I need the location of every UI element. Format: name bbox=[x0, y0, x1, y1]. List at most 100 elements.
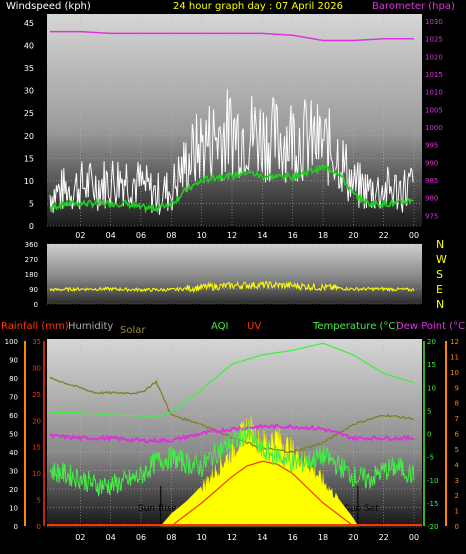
legend-dewpoint: Dew Point (°C) bbox=[396, 321, 466, 332]
barometer-y-tick-label: 995 bbox=[425, 142, 438, 150]
wind-x-tick-label: 16 bbox=[288, 231, 298, 240]
wind-y-tick-label: 35 bbox=[24, 64, 34, 73]
sunrise-label: Sun Rise bbox=[138, 504, 177, 514]
windspeed-axis-label: Windspeed (kph) bbox=[6, 1, 91, 12]
sunset-label: Sun Set bbox=[344, 504, 379, 514]
temperature-y-tick-label: -10 bbox=[427, 477, 438, 485]
rain-y-tick-label: 30 bbox=[32, 364, 41, 372]
combined-x-tick-label: 14 bbox=[257, 533, 267, 542]
compass-label-n: N bbox=[436, 238, 444, 251]
legend-uv: UV bbox=[247, 321, 261, 332]
wind-y-tick-label: 40 bbox=[24, 42, 34, 51]
combined-x-tick-label: 16 bbox=[288, 533, 298, 542]
combined-x-tick-label: 06 bbox=[136, 533, 146, 542]
temperature-y-tick-label: 0 bbox=[427, 431, 431, 439]
wind-x-tick-label: 04 bbox=[106, 231, 116, 240]
temperature-y-tick-label: 10 bbox=[427, 384, 436, 392]
combined-x-tick-label: 18 bbox=[318, 533, 328, 542]
wind-x-tick-label: 14 bbox=[257, 231, 267, 240]
compass-label-e: E bbox=[436, 283, 443, 296]
wind-y-tick-label: 45 bbox=[24, 19, 34, 28]
wind-x-tick-label: 10 bbox=[197, 231, 207, 240]
legend-aqi: AQI bbox=[211, 321, 229, 332]
solar-y-tick-label: 5 bbox=[455, 446, 459, 454]
rain-y-tick-label: 15 bbox=[32, 444, 41, 452]
barometer-y-tick-label: 975 bbox=[425, 212, 438, 220]
wind-x-tick-label: 12 bbox=[227, 231, 237, 240]
wind-x-tick-label: 06 bbox=[136, 231, 146, 240]
solar-y-tick-label: 9 bbox=[455, 384, 459, 392]
legend-rainfall: Rainfall (mm) bbox=[1, 321, 69, 332]
direction-y-tick-label: 360 bbox=[25, 241, 38, 249]
combined-x-tick-label: 08 bbox=[166, 533, 176, 542]
percent-y-tick-label: 40 bbox=[9, 449, 18, 457]
compass-label-s: S bbox=[436, 268, 443, 281]
percent-y-tick-label: 90 bbox=[9, 357, 18, 365]
wind-y-tick-label: 20 bbox=[24, 132, 34, 141]
combined-x-tick-label: 00 bbox=[409, 533, 419, 542]
combined-x-tick-label: 04 bbox=[106, 533, 116, 542]
compass-label-n: N bbox=[436, 298, 444, 311]
rain-y-tick-label: 10 bbox=[32, 470, 41, 478]
aqi-line bbox=[49, 424, 415, 497]
solar-y-tick-label: 0 bbox=[455, 523, 459, 531]
legend-solar: Solar bbox=[120, 325, 146, 336]
barometer-y-tick-label: 1005 bbox=[425, 106, 443, 114]
rain-y-tick-label: 35 bbox=[32, 338, 41, 346]
percent-y-tick-label: 50 bbox=[9, 431, 18, 439]
barometer-y-tick-label: 1025 bbox=[425, 36, 443, 44]
barometer-y-tick-label: 985 bbox=[425, 177, 438, 185]
temperature-y-tick-label: 20 bbox=[427, 338, 436, 346]
chart-title: 24 hour graph day : 07 April 2026 bbox=[173, 1, 343, 12]
uv-line bbox=[170, 460, 354, 527]
barometer-y-tick-label: 990 bbox=[425, 159, 438, 167]
rain-y-tick-label: 25 bbox=[32, 391, 41, 399]
solar-y-tick-label: 4 bbox=[455, 461, 460, 469]
direction-y-tick-label: 180 bbox=[25, 271, 38, 279]
wind-y-tick-label: 5 bbox=[29, 199, 34, 208]
barometer-y-tick-label: 1010 bbox=[425, 89, 443, 97]
solar-y-tick-label: 11 bbox=[450, 353, 459, 361]
percent-y-tick-label: 20 bbox=[9, 486, 18, 494]
wind-x-tick-label: 20 bbox=[348, 231, 358, 240]
temperature-y-tick-label: -5 bbox=[427, 454, 434, 462]
solar-area bbox=[160, 416, 359, 527]
barometer-y-tick-label: 1000 bbox=[425, 124, 443, 132]
combined-x-tick-label: 20 bbox=[348, 533, 358, 542]
wind-y-tick-label: 30 bbox=[24, 87, 34, 96]
humidity-line bbox=[49, 376, 415, 454]
temperature-y-tick-label: 15 bbox=[427, 361, 436, 369]
wind-direction-line bbox=[49, 280, 415, 294]
temperature-y-tick-label: 5 bbox=[427, 407, 431, 415]
combined-x-tick-label: 10 bbox=[197, 533, 207, 542]
percent-y-tick-label: 0 bbox=[14, 523, 18, 531]
rain-y-tick-label: 5 bbox=[37, 497, 41, 505]
percent-y-tick-label: 10 bbox=[9, 505, 18, 513]
direction-y-tick-label: 270 bbox=[25, 256, 38, 264]
percent-y-tick-label: 70 bbox=[9, 394, 18, 402]
combined-x-tick-label: 12 bbox=[227, 533, 237, 542]
barometer-y-tick-label: 1015 bbox=[425, 71, 443, 79]
wind-x-tick-label: 18 bbox=[318, 231, 328, 240]
percent-y-tick-label: 30 bbox=[9, 468, 18, 476]
solar-y-tick-label: 12 bbox=[450, 338, 459, 346]
compass-label-w: W bbox=[436, 253, 447, 266]
legend-humidity: Humidity bbox=[68, 321, 113, 332]
wind-y-tick-label: 15 bbox=[24, 154, 34, 163]
wind-x-tick-label: 02 bbox=[75, 231, 85, 240]
wind-average-line bbox=[49, 163, 414, 214]
solar-y-tick-label: 2 bbox=[455, 492, 459, 500]
wind-y-tick-label: 10 bbox=[24, 177, 34, 186]
solar-y-tick-label: 10 bbox=[450, 369, 459, 377]
dewpoint-line bbox=[49, 423, 415, 444]
barometer-y-tick-label: 1030 bbox=[425, 18, 443, 26]
rain-y-tick-label: 20 bbox=[32, 417, 41, 425]
wind-x-tick-label: 00 bbox=[409, 231, 419, 240]
solar-y-tick-label: 7 bbox=[455, 415, 459, 423]
combined-x-tick-label: 02 bbox=[75, 533, 85, 542]
direction-y-tick-label: 0 bbox=[34, 301, 38, 309]
wind-y-tick-label: 25 bbox=[24, 109, 34, 118]
temperature-line bbox=[50, 342, 415, 418]
barometer-axis-label: Barometer (hpa) bbox=[372, 1, 455, 12]
solar-y-tick-label: 1 bbox=[455, 508, 459, 516]
